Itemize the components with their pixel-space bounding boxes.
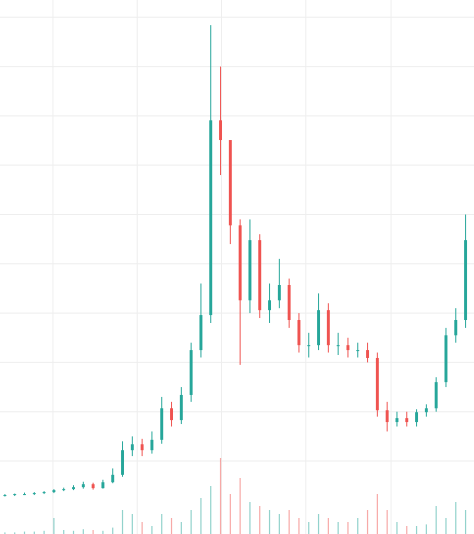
volume-bar <box>200 498 202 534</box>
candle-body <box>62 489 66 491</box>
volume-bar <box>366 510 369 534</box>
candle-body <box>277 284 281 301</box>
candle-body <box>91 484 95 489</box>
volume-bar <box>43 530 45 534</box>
volume-bar <box>63 530 65 534</box>
candle-body <box>415 412 419 423</box>
volume-bar <box>259 506 261 534</box>
volume-bar <box>425 524 427 534</box>
volume-bar <box>180 522 182 534</box>
volume-bar <box>278 514 280 534</box>
candle-body <box>405 418 409 423</box>
candle-body <box>170 408 173 421</box>
volume-bar <box>239 478 241 534</box>
candle-body <box>454 320 458 336</box>
volume-bar <box>268 510 271 534</box>
candle-body <box>52 490 56 493</box>
volume-bar <box>455 502 457 534</box>
volume-bar <box>357 518 359 534</box>
candle-body <box>219 120 223 141</box>
volume-bar <box>131 514 133 534</box>
volume-bar <box>435 506 437 534</box>
candle-body <box>160 408 164 440</box>
volume-bar <box>112 527 114 534</box>
candle-body <box>32 493 36 495</box>
volume-bar <box>14 532 16 534</box>
candle-body <box>366 350 370 358</box>
volume-bar <box>337 522 339 534</box>
volume-bar <box>415 526 418 534</box>
candle-body <box>238 225 242 301</box>
volume-bar <box>141 522 143 534</box>
volume-bar <box>308 522 310 534</box>
candle-body <box>317 310 321 346</box>
candle-body <box>42 492 46 494</box>
candle-body <box>424 408 428 413</box>
volume-bar <box>210 486 212 534</box>
candle-body <box>150 439 154 451</box>
candle-body <box>140 444 144 451</box>
candle-body <box>336 345 340 347</box>
candle-body <box>464 240 468 321</box>
candle-body <box>444 335 448 383</box>
volume-bar <box>53 518 55 534</box>
volume-bar <box>121 510 124 534</box>
volume-bar <box>190 510 192 534</box>
candle-body <box>326 310 330 346</box>
volume-bar <box>219 458 222 534</box>
volume-bar <box>151 526 153 534</box>
candle-body <box>248 240 252 301</box>
candle-body <box>297 320 301 346</box>
candle-body <box>356 350 360 352</box>
volume-bar <box>72 530 75 534</box>
candle-body <box>346 345 350 351</box>
volume-bar <box>445 518 447 534</box>
volume-bar <box>376 494 378 534</box>
volume-bar <box>23 531 26 534</box>
candle-body <box>189 350 193 395</box>
volume-bar <box>396 522 398 534</box>
candle-body <box>228 140 232 226</box>
volume-bar <box>92 530 94 534</box>
candle-body <box>81 484 85 488</box>
volume-bar <box>229 494 231 534</box>
volume-bar <box>406 526 408 534</box>
candle-body <box>268 300 272 311</box>
candle-body <box>287 284 291 321</box>
candle-body <box>3 495 7 497</box>
candle-body <box>111 474 115 483</box>
candle-body <box>72 487 75 490</box>
candle-body <box>130 444 134 451</box>
candle-body <box>13 494 17 496</box>
volume-bar <box>386 510 388 534</box>
candle-body <box>375 357 379 411</box>
volume-bar <box>82 529 84 534</box>
volume-bar <box>347 522 349 534</box>
candle-body <box>179 394 183 421</box>
volume-bar <box>288 510 290 534</box>
candle-body <box>395 418 399 423</box>
volume-bar <box>464 510 467 534</box>
candle-body <box>121 450 124 475</box>
volume-bar <box>327 518 329 534</box>
candle-body <box>307 345 311 347</box>
volume-bar <box>161 514 163 534</box>
volume-bar <box>33 531 35 534</box>
candle-body <box>209 120 213 316</box>
volume-bar <box>317 514 320 534</box>
candle-body <box>101 482 105 489</box>
volume-bar <box>249 502 251 534</box>
volume-bar <box>102 530 104 534</box>
candle-body <box>434 382 438 409</box>
candle-body <box>385 410 389 423</box>
volume-bar <box>170 518 173 534</box>
candle-body <box>199 315 203 351</box>
candle-body <box>23 494 26 496</box>
volume-bar <box>4 532 6 534</box>
candle-body <box>258 240 262 311</box>
volume-bar <box>298 518 300 534</box>
